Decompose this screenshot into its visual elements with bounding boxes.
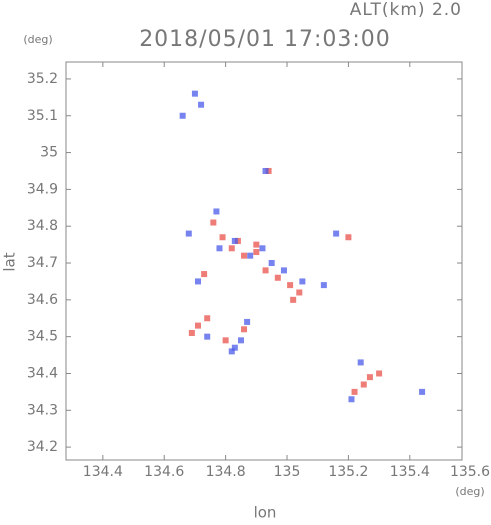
y-tick-label: 34.6 <box>27 292 58 308</box>
echo-point <box>219 234 226 241</box>
echo-point <box>265 167 272 174</box>
echo-point <box>351 388 358 395</box>
echo-point <box>419 388 426 395</box>
echo-point <box>210 219 217 226</box>
echo-point <box>237 337 244 344</box>
y-tick-label: 34.7 <box>27 255 58 271</box>
echo-point <box>287 282 294 289</box>
x-axis-label: lon <box>254 504 277 522</box>
echo-point <box>198 101 205 108</box>
echo-point <box>188 329 195 336</box>
y-unit: (deg) <box>23 33 52 46</box>
echo-point <box>191 90 198 97</box>
echo-point <box>195 278 201 285</box>
echo-point <box>179 112 186 119</box>
x-tick-label: 135.6 <box>450 464 490 480</box>
echo-point <box>222 337 229 344</box>
echo-point <box>296 289 303 296</box>
x-tick-label: 135.2 <box>328 464 368 480</box>
echo-point <box>357 359 364 366</box>
echo-point <box>290 296 297 303</box>
y-tick-label: 34.3 <box>27 402 58 418</box>
echo-point <box>262 167 269 174</box>
y-tick-label: 34.4 <box>27 365 58 381</box>
echo-point <box>201 271 208 278</box>
plot-frame <box>65 61 463 461</box>
y-tick-label: 34.2 <box>27 439 58 455</box>
echo-point <box>280 267 287 274</box>
echo-point <box>333 230 340 237</box>
echo-point <box>253 241 260 248</box>
echo-point <box>204 315 211 322</box>
echo-point <box>259 245 266 252</box>
x-tick-label: 135 <box>274 464 301 480</box>
y-tick-label: 34.5 <box>27 329 58 345</box>
echo-point <box>345 234 352 241</box>
x-tick-label: 135.4 <box>390 464 430 480</box>
echo-point <box>299 278 306 285</box>
echo-point <box>185 230 192 237</box>
echo-point <box>231 237 238 244</box>
y-tick-label: 35.2 <box>27 71 58 87</box>
echo-point <box>366 374 373 381</box>
echo-point <box>320 282 327 289</box>
echo-point <box>376 370 383 377</box>
y-tick-label: 35 <box>40 145 58 161</box>
x-tick-label: 134.6 <box>144 464 184 480</box>
echo-point <box>268 260 275 267</box>
echo-point <box>195 322 201 329</box>
x-tick-label: 134.8 <box>206 464 246 480</box>
chart-title: 2018/05/01 17:03:00 <box>139 27 391 52</box>
x-tick-label: 134.4 <box>83 464 123 480</box>
echo-point <box>231 344 238 351</box>
echo-point <box>360 381 367 388</box>
echo-point <box>228 348 235 355</box>
echo-point <box>253 248 260 255</box>
subtitle: ALT(km) 2.0 <box>350 0 462 20</box>
echo-point <box>274 274 281 281</box>
echo-point <box>348 396 355 403</box>
echo-point <box>247 252 254 259</box>
y-axis-label: lat <box>1 252 19 271</box>
y-tick-label: 35.1 <box>27 108 58 124</box>
x-unit: (deg) <box>455 485 484 498</box>
echo-point <box>204 333 211 340</box>
echo-point <box>241 326 248 333</box>
echo-point <box>228 245 235 252</box>
echo-point <box>234 237 241 244</box>
echo-point <box>262 267 269 274</box>
y-tick-label: 34.9 <box>27 181 58 197</box>
echo-point <box>216 245 223 252</box>
echo-point <box>244 318 251 325</box>
echo-point <box>241 252 248 259</box>
y-tick-label: 34.8 <box>27 218 58 234</box>
echo-point <box>213 208 220 215</box>
